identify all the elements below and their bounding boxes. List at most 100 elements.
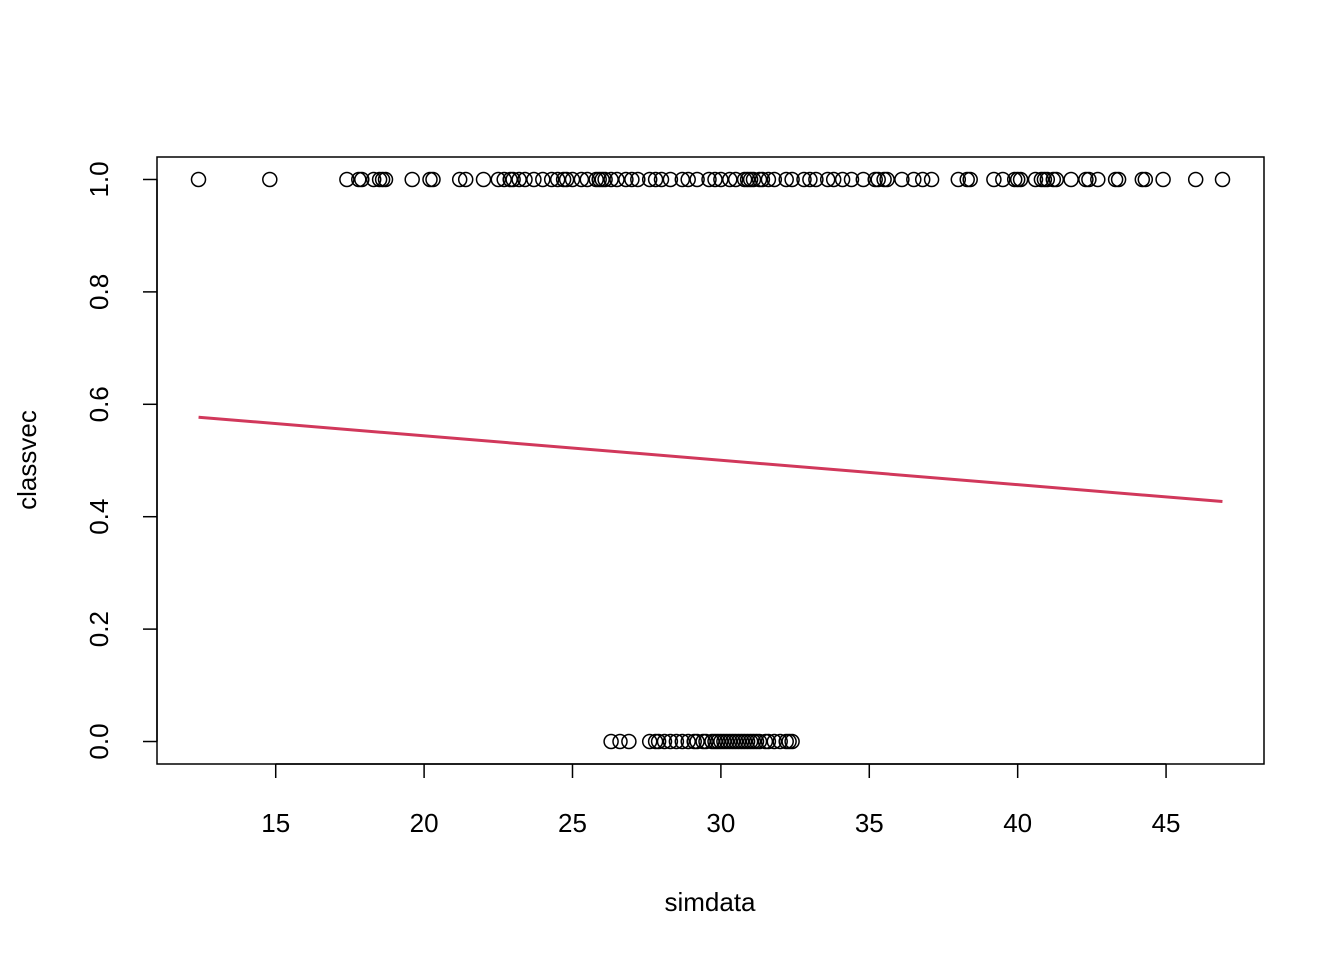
data-point — [808, 171, 824, 188]
x-tick-label: 20 — [410, 808, 439, 838]
data-point — [680, 171, 696, 188]
data-point — [505, 171, 521, 188]
y-tick-label: 0.0 — [84, 723, 114, 759]
x-tick-label: 30 — [706, 808, 735, 838]
data-point — [1081, 171, 1097, 188]
data-point — [457, 171, 474, 188]
data-point — [962, 171, 978, 188]
data-point — [647, 171, 664, 188]
data-point — [745, 171, 762, 188]
data-point — [995, 171, 1011, 188]
data-point — [674, 171, 691, 188]
y-tick-label: 0.6 — [84, 386, 114, 422]
data-point — [377, 171, 394, 188]
data-point — [950, 171, 967, 188]
data-point — [906, 171, 922, 188]
y-tick-label: 1.0 — [84, 161, 114, 197]
data-point — [262, 171, 278, 188]
data-point — [662, 171, 679, 188]
data-point — [1137, 171, 1154, 188]
data-point — [1107, 171, 1124, 188]
data-point — [680, 733, 696, 750]
data-point — [422, 171, 438, 188]
data-point — [923, 171, 940, 188]
data-point — [796, 171, 812, 188]
data-point — [535, 171, 551, 188]
data-point — [1187, 171, 1204, 188]
x-tick-label: 40 — [1003, 808, 1032, 838]
x-tick-label: 35 — [855, 808, 884, 838]
data-points — [190, 171, 1231, 750]
data-point — [190, 171, 207, 188]
data-point — [668, 733, 685, 750]
data-point — [603, 733, 619, 750]
data-point — [713, 171, 729, 188]
data-point — [1039, 171, 1056, 188]
data-point — [365, 171, 382, 188]
data-point — [517, 171, 533, 188]
data-point — [727, 171, 744, 188]
data-point — [597, 171, 613, 188]
data-point — [490, 171, 507, 188]
data-point — [766, 733, 783, 750]
x-axis-label: simdata — [664, 887, 756, 917]
data-point — [1090, 171, 1106, 188]
data-point — [609, 171, 625, 188]
x-tick-label: 45 — [1152, 808, 1181, 838]
data-point — [404, 171, 420, 188]
y-tick-label: 0.2 — [84, 611, 114, 647]
y-tick-label: 0.8 — [84, 274, 114, 310]
data-point — [451, 171, 468, 188]
data-point — [689, 733, 705, 750]
data-point — [630, 171, 646, 188]
data-point — [707, 171, 723, 188]
data-point — [650, 733, 667, 750]
data-point — [784, 171, 800, 188]
y-axis: 0.0 0.2 0.4 0.6 0.8 1.0 — [84, 161, 158, 760]
data-point — [754, 171, 771, 188]
data-point — [1009, 171, 1026, 188]
data-point — [784, 733, 800, 750]
data-point — [766, 171, 783, 188]
data-point — [870, 171, 886, 188]
data-point — [564, 171, 581, 188]
data-point — [339, 171, 355, 188]
data-point — [618, 171, 634, 188]
data-point — [1048, 171, 1065, 188]
data-point — [641, 171, 658, 188]
data-point — [558, 171, 575, 188]
data-point — [656, 733, 673, 750]
y-axis-label: classvec — [12, 410, 42, 510]
data-point — [751, 733, 768, 750]
data-point — [603, 171, 619, 188]
data-point — [496, 171, 512, 188]
data-point — [653, 171, 670, 188]
data-point — [698, 733, 714, 750]
data-point — [579, 171, 596, 188]
data-point — [959, 171, 975, 188]
data-point — [843, 171, 860, 188]
data-point — [689, 171, 705, 188]
data-point — [802, 171, 818, 188]
data-point — [1027, 171, 1044, 188]
data-point — [834, 171, 851, 188]
data-point — [1110, 171, 1127, 188]
data-point — [781, 733, 797, 750]
data-point — [425, 171, 441, 188]
data-point — [543, 171, 560, 188]
data-point — [662, 733, 679, 750]
y-tick-label: 0.4 — [84, 499, 114, 535]
data-point — [825, 171, 842, 188]
data-point — [526, 171, 542, 188]
data-point — [624, 171, 640, 188]
data-point — [819, 171, 836, 188]
data-point — [1012, 171, 1029, 188]
data-point — [855, 171, 872, 188]
data-point — [986, 171, 1002, 188]
data-point — [894, 171, 910, 188]
data-point — [772, 733, 788, 750]
data-point — [475, 171, 492, 188]
data-point — [511, 171, 527, 188]
data-point — [374, 171, 391, 188]
